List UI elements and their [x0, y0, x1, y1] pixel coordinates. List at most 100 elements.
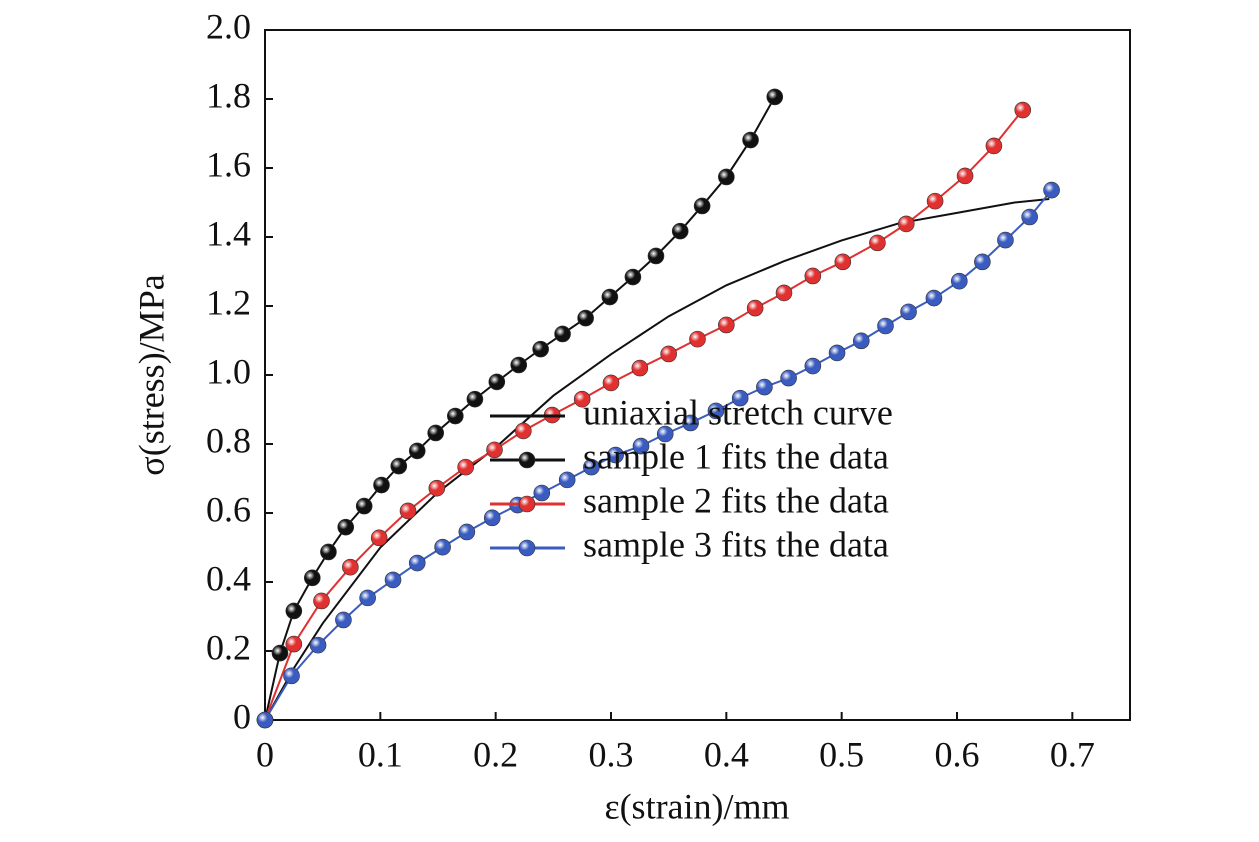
- data-point: [408, 554, 426, 572]
- y-tick-label: 1.2: [206, 282, 251, 322]
- y-tick-label: 1.6: [206, 144, 251, 184]
- data-point: [631, 359, 649, 377]
- data-point: [457, 458, 474, 476]
- data-point: [951, 272, 968, 290]
- data-point: [834, 253, 852, 271]
- data-point: [285, 602, 303, 620]
- data-point: [869, 234, 886, 252]
- data-point: [607, 446, 624, 464]
- y-tick-label: 1.4: [206, 213, 251, 253]
- x-tick-label: 0.5: [819, 734, 864, 774]
- data-point: [804, 357, 822, 375]
- data-point: [309, 636, 327, 654]
- data-point: [303, 569, 321, 587]
- plot-frame: [264, 29, 1131, 721]
- legend-label: sample 2 fits the data: [583, 480, 889, 520]
- data-point: [355, 497, 373, 515]
- data-point: [647, 247, 665, 265]
- data-point: [624, 268, 642, 286]
- data-point: [577, 309, 594, 327]
- data-point: [488, 373, 506, 391]
- data-point: [775, 284, 793, 302]
- data-point: [1021, 208, 1038, 226]
- data-point: [359, 589, 376, 607]
- legend-marker: [518, 539, 536, 557]
- data-point: [313, 592, 330, 610]
- data-point: [446, 407, 464, 425]
- legend-marker: [518, 495, 536, 513]
- data-point: [458, 523, 476, 541]
- data-point: [558, 471, 576, 489]
- y-tick-label: 1.0: [206, 351, 251, 391]
- y-tick-label: 0.6: [206, 489, 251, 529]
- data-point: [852, 332, 870, 350]
- data-point: [320, 543, 337, 561]
- data-point: [804, 267, 822, 285]
- y-tick-label: 0: [233, 696, 251, 736]
- data-point: [900, 303, 917, 321]
- data-point: [285, 635, 303, 653]
- data-point: [271, 644, 289, 662]
- data-point: [746, 299, 764, 317]
- data-point: [283, 667, 300, 685]
- data-point: [766, 88, 784, 106]
- data-point: [601, 288, 619, 306]
- x-tick-label: 0: [256, 734, 274, 774]
- data-point: [656, 425, 674, 443]
- x-tick-label: 0.4: [704, 734, 749, 774]
- data-point: [877, 317, 894, 335]
- y-tick-label: 0.8: [206, 420, 251, 460]
- data-point: [707, 402, 725, 420]
- data-point: [742, 131, 759, 149]
- data-point: [533, 484, 551, 502]
- data-point: [828, 344, 846, 362]
- data-point: [602, 374, 620, 392]
- x-tick-label: 0.7: [1050, 734, 1095, 774]
- data-point: [780, 369, 797, 387]
- data-point: [337, 518, 355, 536]
- legend-marker: [518, 451, 536, 469]
- data-point: [1014, 101, 1032, 119]
- data-point: [335, 611, 352, 629]
- data-point: [573, 390, 591, 408]
- data-point: [671, 222, 689, 240]
- x-axis-label: ε(strain)/mm: [604, 786, 789, 826]
- data-point: [510, 356, 528, 374]
- data-point: [925, 289, 943, 307]
- legend-label: sample 1 fits the data: [583, 436, 889, 476]
- legend-label: sample 3 fits the data: [583, 524, 889, 564]
- data-point: [956, 167, 974, 185]
- x-tick-label: 0.1: [358, 734, 403, 774]
- data-point: [515, 422, 532, 440]
- data-point: [1043, 181, 1060, 199]
- y-tick-label: 0.4: [206, 558, 251, 598]
- data-point: [370, 529, 388, 547]
- data-point: [718, 316, 735, 334]
- data-point: [689, 330, 706, 348]
- data-point: [427, 424, 444, 442]
- y-tick-label: 2.0: [206, 6, 251, 46]
- data-point: [532, 340, 549, 358]
- series-line: [264, 198, 1050, 721]
- data-point: [483, 509, 501, 527]
- data-point: [660, 345, 677, 363]
- data-point: [718, 168, 735, 186]
- y-tick-label: 1.8: [206, 75, 251, 115]
- data-point: [399, 502, 417, 520]
- data-point: [428, 479, 446, 497]
- data-point: [926, 192, 944, 210]
- data-point: [342, 558, 359, 576]
- x-tick-label: 0.3: [589, 734, 634, 774]
- x-tick-label: 0.6: [935, 734, 980, 774]
- x-tick-label: 0.2: [473, 734, 518, 774]
- data-point: [731, 389, 749, 407]
- data-point: [632, 437, 650, 455]
- data-point: [693, 197, 711, 215]
- data-point: [897, 215, 915, 233]
- y-axis-label: σ(stress)/MPa: [131, 274, 171, 475]
- data-point: [554, 325, 571, 343]
- data-point: [434, 538, 451, 556]
- data-point: [997, 231, 1014, 249]
- data-point: [373, 476, 390, 494]
